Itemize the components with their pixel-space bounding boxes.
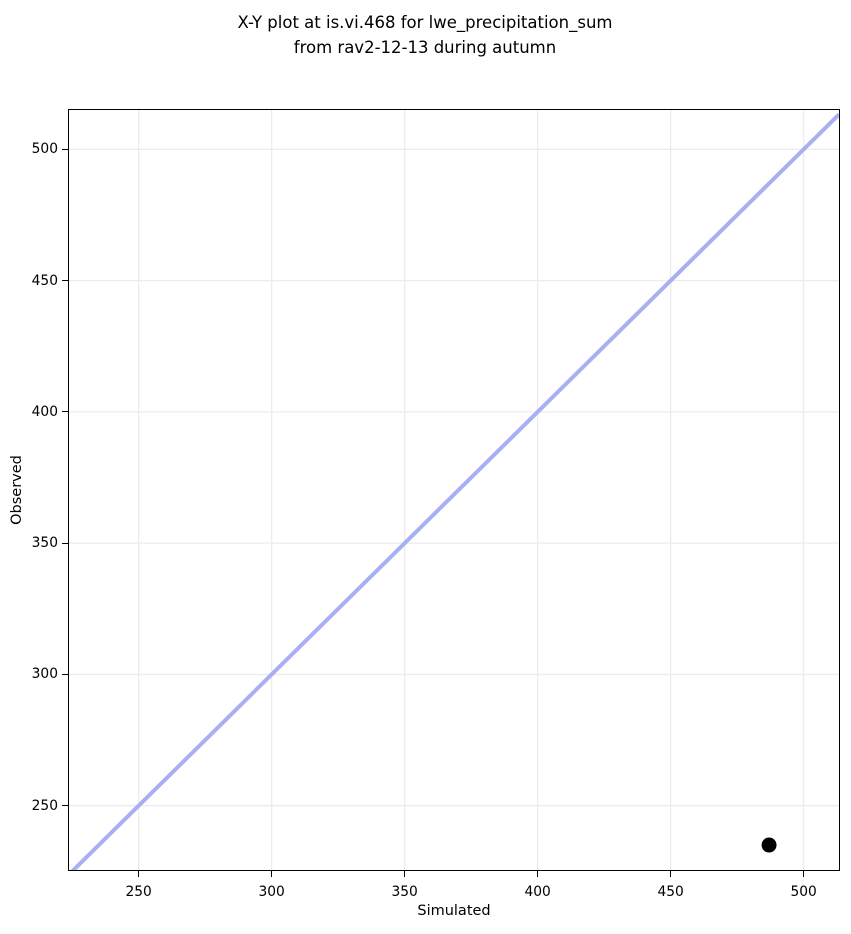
- y-tick-label: 500: [31, 141, 58, 158]
- x-tick-label: 250: [125, 884, 152, 900]
- x-tick-label: 350: [391, 884, 418, 900]
- x-tick-mark: [271, 870, 273, 877]
- y-tick-mark: [62, 805, 69, 807]
- chart-title-line1: X-Y plot at is.vi.468 for lwe_precipitat…: [237, 13, 613, 32]
- x-tick-label: 400: [524, 884, 551, 900]
- plot-area: [68, 109, 840, 871]
- x-tick-mark: [670, 870, 672, 877]
- y-tick-mark: [62, 542, 69, 544]
- x-tick-mark: [803, 870, 805, 877]
- x-tick-label: 500: [790, 884, 817, 900]
- chart-title-line2: from rav2-12-13 during autumn: [293, 38, 557, 57]
- y-axis-label: Observed: [9, 455, 25, 525]
- y-tick-mark: [62, 148, 69, 150]
- identity-line: [70, 113, 839, 870]
- x-tick-label: 300: [258, 884, 285, 900]
- chart-title: X-Y plot at is.vi.468 for lwe_precipitat…: [238, 10, 613, 60]
- y-tick-label: 250: [31, 797, 58, 814]
- y-tick-mark: [62, 280, 69, 282]
- data-point: [761, 837, 777, 853]
- y-tick-label: 400: [31, 403, 58, 420]
- x-tick-label: 450: [657, 884, 684, 900]
- x-tick-mark: [537, 870, 539, 877]
- y-tick-label: 300: [31, 666, 58, 683]
- y-tick-mark: [62, 673, 69, 675]
- y-tick-mark: [62, 411, 69, 413]
- y-tick-label: 350: [31, 535, 58, 552]
- plot-canvas: [69, 110, 839, 870]
- x-tick-mark: [138, 870, 140, 877]
- x-axis-label: Simulated: [417, 903, 491, 919]
- x-tick-mark: [404, 870, 406, 877]
- y-tick-label: 450: [31, 272, 58, 289]
